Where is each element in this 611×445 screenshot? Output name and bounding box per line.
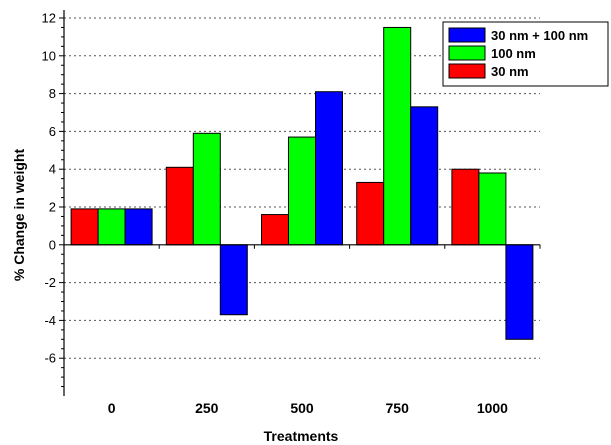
y-tick-label: -4 <box>44 313 56 328</box>
bar-100-nm-1000 <box>478 172 507 246</box>
legend: 30 nm + 100 nm 100 nm 30 nm <box>442 21 609 87</box>
x-tick-label: 250 <box>195 400 219 416</box>
legend-label: 30 nm <box>491 64 529 79</box>
legend-label: 30 nm + 100 nm <box>491 28 588 43</box>
x-tick-label: 500 <box>290 400 314 416</box>
bar-30-nm-1000 <box>451 168 480 246</box>
y-tick-label: 0 <box>49 237 56 252</box>
bar-30-nm-750 <box>356 181 385 246</box>
bar-30-nm-100-nm-750 <box>410 106 439 246</box>
bar-100-nm-750 <box>383 26 412 246</box>
legend-label: 100 nm <box>491 46 536 61</box>
bar-100-nm-500 <box>288 136 316 246</box>
bars <box>70 26 534 340</box>
bar-30-nm-100-nm-500 <box>315 91 343 246</box>
y-tick-label: 10 <box>42 48 56 63</box>
bar-30-nm-500 <box>261 214 289 246</box>
y-tick-label: -2 <box>44 275 56 290</box>
axes <box>59 10 541 396</box>
x-tick-label: 0 <box>108 400 116 416</box>
bar-30-nm-0 <box>70 208 99 246</box>
x-tick-label: 1000 <box>477 400 508 416</box>
bar-30-nm-100-nm-1000 <box>505 244 534 340</box>
legend-swatch <box>448 63 486 79</box>
bar-30-nm-250 <box>165 166 194 246</box>
y-tick-label: -6 <box>44 351 56 366</box>
y-tick-label: 4 <box>49 162 56 177</box>
bar-30-nm-100-nm-250 <box>219 244 248 316</box>
bar-100-nm-0 <box>97 208 126 246</box>
tick-labels: 0 250 500 750 1000 12 10 8 6 4 2 0 -2 -4 -6 <box>42 11 509 417</box>
y-axis-title: % Change in weight <box>11 149 27 282</box>
y-tick-label: 12 <box>42 11 56 26</box>
bar-100-nm-250 <box>192 132 221 246</box>
x-tick-label: 750 <box>386 400 410 416</box>
legend-swatch <box>448 45 486 61</box>
y-tick-label: 6 <box>49 124 56 139</box>
bar-30-nm-100-nm-0 <box>124 208 153 246</box>
y-tick-label: 2 <box>49 200 56 215</box>
legend-swatch <box>448 27 486 43</box>
y-tick-label: 8 <box>49 86 56 101</box>
x-axis-title: Treatments <box>264 428 339 444</box>
